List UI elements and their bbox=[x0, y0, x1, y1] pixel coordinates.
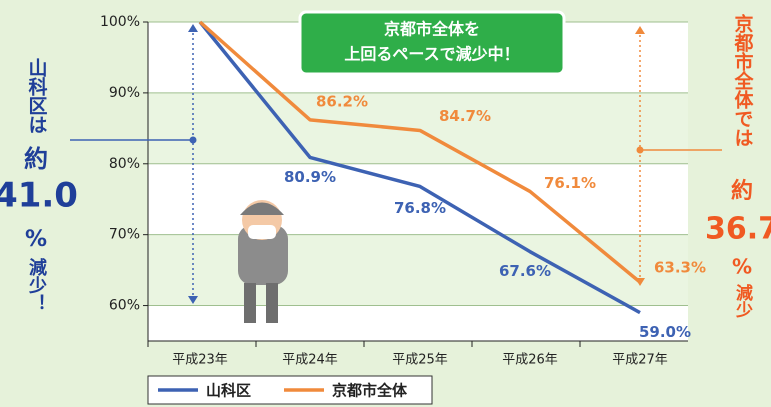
annotation-number: 36.7 bbox=[705, 212, 771, 247]
data-label: 59.0% bbox=[639, 323, 691, 341]
legend-label: 京都市全体 bbox=[332, 382, 408, 400]
data-label: 84.7% bbox=[439, 107, 491, 125]
data-label: 80.9% bbox=[284, 168, 336, 186]
annotation-text: 約 bbox=[24, 145, 48, 173]
banner-text: 上回るペースで減少中！ bbox=[344, 45, 519, 64]
x-tick-label: 平成27年 bbox=[612, 353, 668, 368]
annotation-number: 41.0 bbox=[0, 176, 78, 216]
annotation-text: 減少 bbox=[732, 283, 754, 318]
chart: 60% 70% 80% 90% 100% 平成23年 平成24年 平成25年 平成26年 平成27… bbox=[0, 0, 771, 407]
annotation-text: 山科区は bbox=[26, 58, 48, 134]
data-label: 63.3% bbox=[654, 259, 706, 277]
y-tick-label: 70% bbox=[109, 227, 140, 243]
data-label: 76.8% bbox=[394, 199, 446, 217]
annotation-text: 京都市全体では bbox=[732, 13, 755, 147]
annotation-text: % bbox=[732, 255, 752, 279]
data-label: 76.1% bbox=[544, 174, 596, 192]
x-tick-label: 平成24年 bbox=[282, 353, 338, 368]
grid-band bbox=[148, 93, 688, 164]
y-tick-label: 60% bbox=[109, 298, 140, 314]
legend-label: 山科区 bbox=[206, 382, 251, 400]
annotation-text: % bbox=[25, 227, 47, 252]
data-label: 67.6% bbox=[499, 262, 551, 280]
data-label: 86.2% bbox=[316, 92, 368, 110]
x-tick-label: 平成23年 bbox=[172, 353, 228, 368]
y-tick-label: 100% bbox=[100, 14, 140, 30]
y-tick-label: 80% bbox=[109, 156, 140, 172]
x-tick-label: 平成25年 bbox=[392, 353, 448, 368]
y-tick-label: 90% bbox=[109, 85, 140, 101]
banner-text: 京都市全体を bbox=[384, 20, 480, 39]
x-tick-label: 平成26年 bbox=[502, 353, 558, 368]
annotation-text: 約 bbox=[731, 178, 753, 204]
annotation-text: 減少！ bbox=[26, 257, 48, 312]
